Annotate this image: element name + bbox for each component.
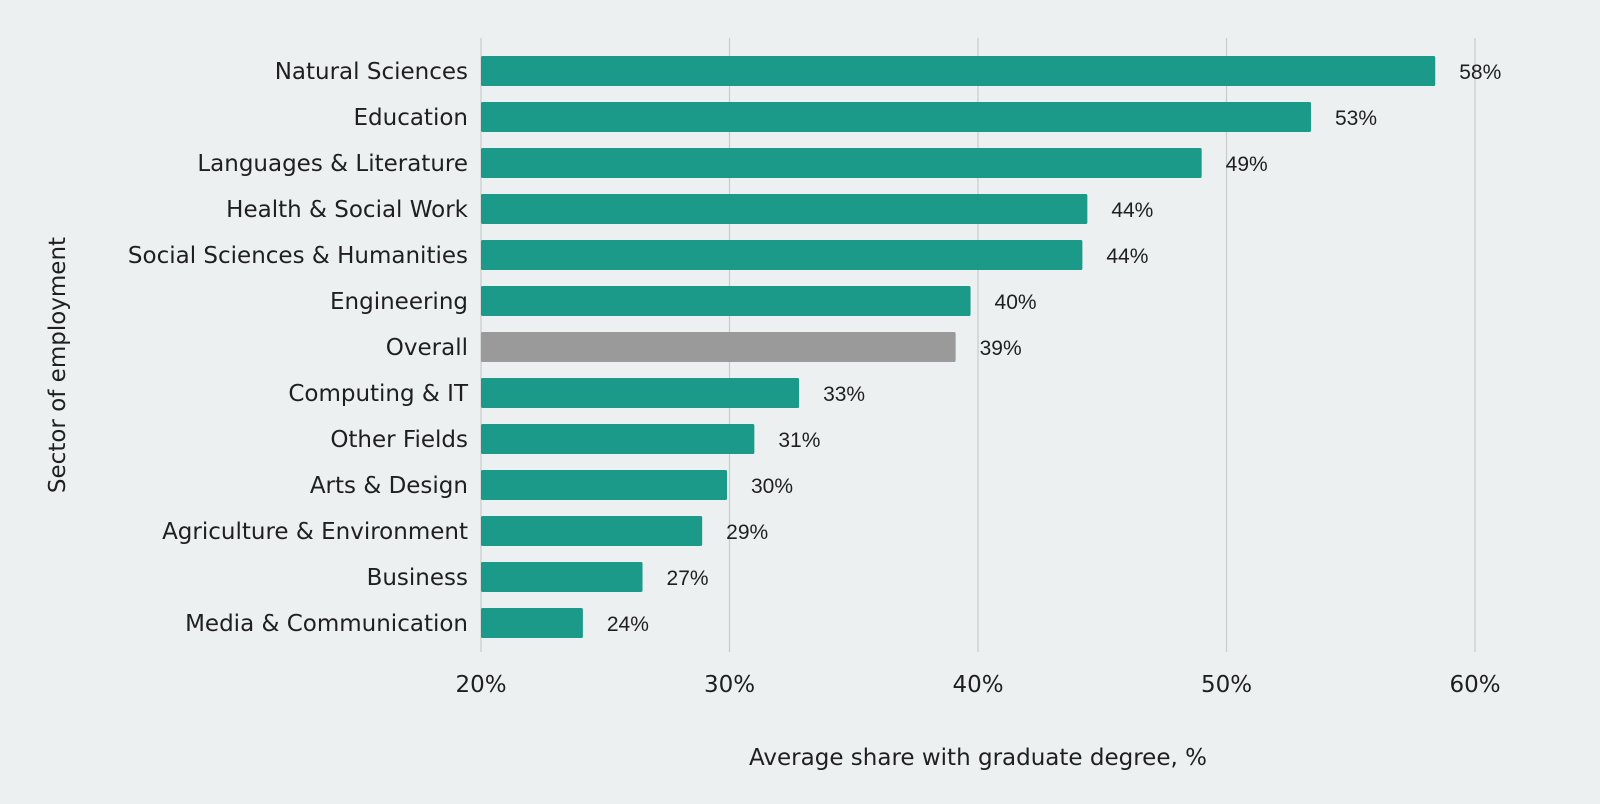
bar — [481, 240, 1083, 270]
bar-overall — [481, 332, 956, 362]
category-label: Computing & IT — [288, 381, 469, 407]
value-label: 44% — [1111, 199, 1153, 222]
category-label: Engineering — [330, 289, 468, 315]
bar — [481, 378, 800, 408]
value-label: 49% — [1226, 153, 1268, 176]
value-label: 33% — [823, 383, 865, 406]
category-label: Other Fields — [330, 427, 468, 453]
value-label: 53% — [1335, 107, 1377, 130]
value-label: 30% — [751, 475, 793, 498]
y-axis-title: Sector of employment — [45, 237, 71, 493]
value-label: 40% — [995, 291, 1037, 314]
value-label: 58% — [1459, 61, 1501, 84]
x-tick-label: 20% — [455, 672, 506, 698]
bar — [481, 56, 1436, 86]
category-label: Arts & Design — [310, 473, 468, 499]
x-tick-label: 30% — [704, 672, 755, 698]
category-label: Business — [367, 565, 468, 591]
value-label: 44% — [1106, 245, 1148, 268]
gridlines — [480, 38, 1476, 652]
bar — [481, 516, 703, 546]
value-label: 39% — [980, 337, 1022, 360]
bar — [481, 608, 583, 638]
x-tick-label: 40% — [952, 672, 1003, 698]
bar — [481, 286, 971, 316]
category-label: Agriculture & Environment — [162, 519, 468, 545]
value-label: 24% — [607, 613, 649, 636]
category-labels: Natural Sciences Education Languages & Lit… — [128, 59, 469, 637]
category-label: Social Sciences & Humanities — [128, 243, 468, 269]
x-tick-label: 50% — [1201, 672, 1252, 698]
value-label: 31% — [778, 429, 820, 452]
value-label: 27% — [667, 567, 709, 590]
x-tick-label: 60% — [1449, 672, 1500, 698]
bar — [481, 102, 1311, 132]
bar — [481, 194, 1088, 224]
category-label: Education — [353, 105, 468, 131]
category-label: Natural Sciences — [275, 59, 468, 85]
bar — [481, 470, 728, 500]
category-label: Media & Communication — [185, 611, 468, 637]
bar — [481, 562, 643, 592]
category-label: Overall — [386, 335, 468, 361]
value-label: 29% — [726, 521, 768, 544]
category-label: Languages & Literature — [197, 151, 468, 177]
category-label: Health & Social Work — [226, 197, 469, 223]
value-labels: 58% 53% 49% 44% 44% 40% 39% 33%31% 30% 29% 27% 24% — [607, 61, 1501, 636]
bars — [481, 56, 1436, 638]
bar — [481, 148, 1202, 178]
x-tick-labels: 20% 30% 40% 50% 60% — [455, 672, 1500, 698]
bar — [481, 424, 755, 454]
x-axis-title: Average share with graduate degree, % — [749, 745, 1207, 771]
